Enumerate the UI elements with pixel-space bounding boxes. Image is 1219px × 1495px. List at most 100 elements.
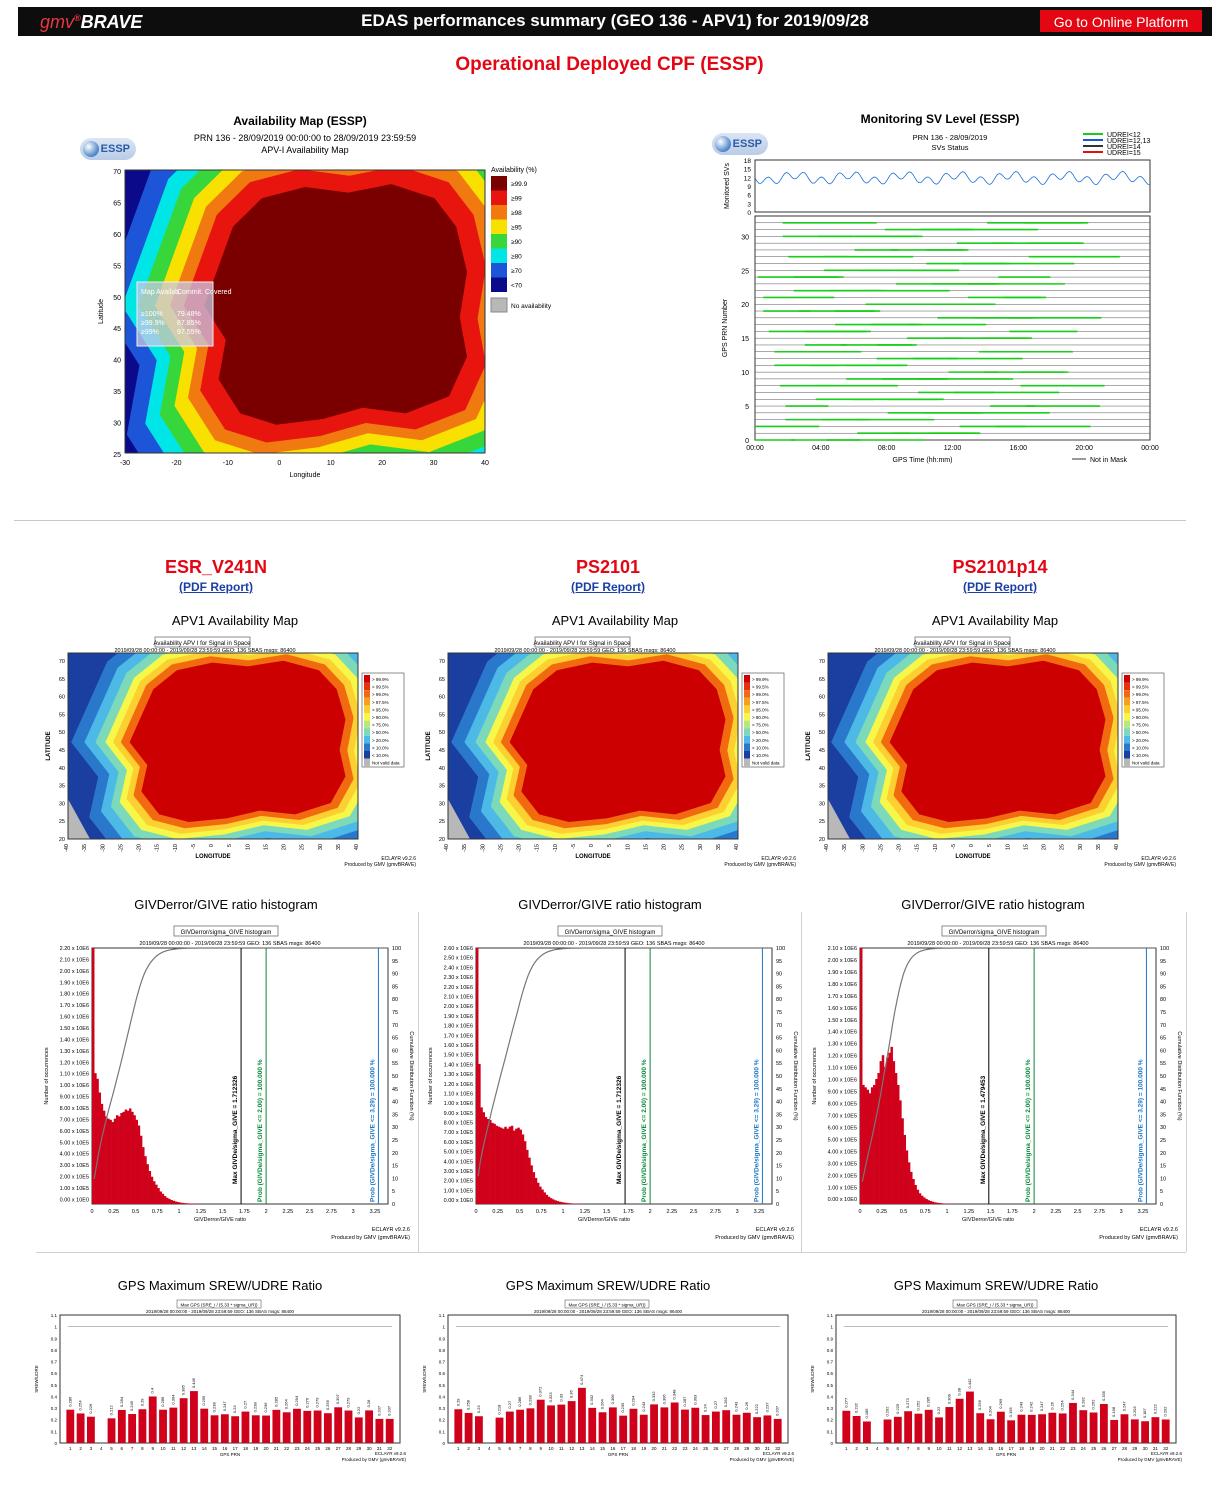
histogram-bar [936,1202,939,1204]
srew-bar [598,1412,607,1443]
histogram-bar [129,1108,132,1204]
x-tick-label: 23 [1070,1446,1076,1451]
x-tick-label: 26 [325,1446,331,1451]
x-tick-label: 0 [209,844,215,847]
section-subtitle: Operational Deployed CPF (ESSP) [455,54,764,75]
srew-bar [935,1417,943,1443]
x-tick-label: 35 [716,844,722,850]
bar-value-label: 0.237 [764,1402,769,1413]
y-tick-label: 9.00 x 10E5 [828,1090,857,1096]
x-tick-label: 2 [1033,1209,1036,1215]
srew-bar [639,1414,648,1443]
y2-axis-label: Cumulative Distribution Function (%) [1176,1031,1182,1120]
bar-value-label: 0.26 [744,1401,749,1410]
histogram-bar [545,1194,549,1204]
x-tick-label: 24 [1081,1446,1087,1451]
srew-bar [505,1411,514,1443]
gmv-brave-logo[interactable]: gmv®BRAVE [40,12,143,32]
srew-bar [1110,1419,1119,1443]
y2-tick-label: 75 [1160,1010,1166,1016]
x-tick-label: 30 [698,844,704,850]
bar-value-label: 0.26 [1049,1401,1054,1410]
pdf-report-link-esr-v241n[interactable]: (PDF Report) [179,580,253,594]
srew-title-3: GPS Maximum SREW/UDRE Ratio [893,1278,1099,1293]
online-platform-button[interactable]: Go to Online Platform [1040,10,1202,32]
histogram-bar [883,1067,887,1204]
y-tick-label: 6.00 x 10E5 [828,1125,857,1131]
x-tick-label: 2.75 [710,1209,721,1215]
y2-tick-label: 40 [776,1100,782,1106]
y-tick-label: 1.50 x 10E6 [60,1026,89,1032]
histogram-bar [875,1078,878,1204]
bar-value-label: 0.225 [895,1403,900,1414]
histogram-bar [934,1202,937,1204]
srew-bar [495,1417,504,1443]
y2-tick-label: 10 [1160,1176,1166,1182]
legend-label: Not valid data [752,761,780,766]
y-tick-label: 0.5 [827,1383,834,1388]
bar-value-label: 0.295 [201,1395,206,1406]
x-tick-label: 7 [131,1446,134,1451]
x-tick-label: 1 [845,1446,848,1451]
srew-bar [128,1414,137,1443]
histogram-box-title-frame [557,925,663,937]
y-tick-label: 2.60 x 10E6 [444,946,473,952]
histogram-bar [107,1118,110,1204]
y-tick-label: 2.00 x 10E5 [444,1179,473,1185]
x-tick-label: 0.75 [536,1209,547,1215]
y2-tick-label: 5 [392,1189,395,1195]
histogram-bar [571,1203,575,1204]
legend-label: ≥90 [511,239,522,246]
x-tick-label: -35 [82,844,88,852]
y-axis-label: Latitude [98,299,105,324]
legend-swatch [491,205,507,220]
x-tick-label: 20:00 [1075,445,1093,452]
histogram-bar [497,1126,501,1204]
apv1-info: 2019/09/28 00:00:00 - 2019/09/28 23:59:5… [494,648,675,654]
bar-value-label: 0.372 [538,1386,543,1397]
pdf-report-link-ps2101[interactable]: (PDF Report) [571,580,645,594]
produced-by: Produced by GMV (gmvBRAVE) [1099,1235,1178,1241]
legend-label: No availability [511,303,552,310]
grid-divider [1186,912,1187,1252]
y2-tick-label: 80 [776,997,782,1003]
x-tick-label: 32 [387,1446,393,1451]
x-tick-label: 0 [969,844,975,847]
x-tick-label: 8 [917,1446,920,1451]
x-tick-label: -5 [951,844,957,849]
y2-tick-label: 35 [776,1112,782,1118]
x-tick-label: 2.25 [667,1209,678,1215]
apv1-map-frame [827,652,1119,840]
x-tick-label: -15 [155,844,161,852]
histogram-bar [142,1147,145,1204]
histogram-bar [873,1084,876,1204]
x-tick-label: 0 [858,1209,861,1215]
legend-label: ≥98 [511,210,522,217]
y-tick-label: 2.10 x 10E6 [828,946,857,952]
x-tick-label: 4 [488,1446,491,1451]
bar-value-label: 0.4 [150,1387,155,1393]
x-tick-label: 12 [957,1446,963,1451]
x-tick-label: 24 [305,1446,311,1451]
column-title-ps2101p14: PS2101p14 [952,557,1048,577]
x-tick-label: 27 [724,1446,730,1451]
x-tick-label: -20 [171,460,181,467]
bar-value-label: 0.282 [723,1396,728,1407]
srew-bar [1079,1410,1088,1443]
y-tick-label: 25 [439,819,445,825]
inset-cell: 87.85% [177,320,201,327]
y-tick-label: 0.9 [439,1336,446,1341]
x-tick-label: 3 [352,1209,355,1215]
x-tick-label: 15 [1023,844,1029,850]
x-tick-label: 40 [481,460,489,467]
srew-bar [385,1418,394,1443]
histogram-bar [881,1055,885,1204]
srew-bar [547,1405,555,1443]
x-tick-label: 1 [946,1209,949,1215]
x-tick-label: 2.75 [326,1209,337,1215]
legend-label: UDREI=14 [1107,144,1141,151]
pdf-report-link-ps2101p14[interactable]: (PDF Report) [963,580,1037,594]
legend-swatch [1124,705,1130,713]
y-tick-label: 35 [819,784,825,790]
bar-value-label: 0.304 [170,1394,175,1405]
